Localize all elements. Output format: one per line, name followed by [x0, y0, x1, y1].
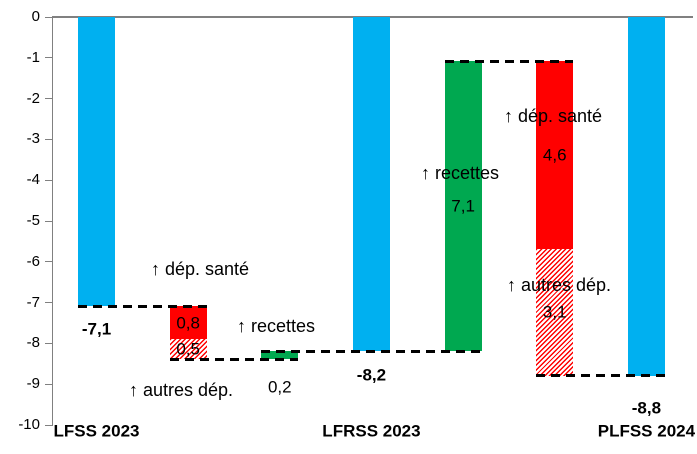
bar-segment-total-blue	[78, 16, 115, 307]
annotation-label: ↑ autres dép.	[506, 275, 612, 295]
connector-dashed-line	[444, 59, 574, 63]
y-axis-tick-label: -1	[26, 48, 40, 66]
bar-segment-total-blue	[627, 16, 665, 376]
y-axis-tick	[45, 16, 52, 18]
y-axis-tick-label: -7	[26, 293, 40, 311]
connector-dashed-line	[169, 357, 299, 361]
y-axis-tick-label: -4	[26, 171, 40, 189]
y-axis-tick-label: -9	[26, 375, 40, 393]
bar-segment-red-solid	[169, 306, 207, 339]
y-axis-tick-label: -2	[26, 89, 40, 107]
y-axis-tick-label: -5	[26, 212, 40, 229]
y-axis-tick-label: 0	[31, 8, 40, 25]
y-axis-tick	[45, 57, 52, 59]
y-axis-tick	[45, 98, 52, 100]
y-axis-tick	[45, 424, 52, 426]
y-axis-tick-label: -6	[26, 252, 40, 270]
annotation-label: ↑ recettes	[236, 316, 316, 336]
y-axis-tick	[45, 261, 52, 263]
bar-segment-red-solid	[536, 61, 574, 250]
total-value-label: -8,2	[356, 365, 387, 385]
annotation-label: ↑ autres dép.	[128, 380, 234, 400]
y-axis-tick	[45, 220, 52, 222]
bar-segment-green	[261, 351, 299, 360]
y-axis-tick	[45, 302, 52, 304]
bar-value-label: 4,6	[542, 145, 567, 165]
bar-segment-red-hatched	[536, 249, 574, 376]
y-axis-tick-label: -10	[18, 416, 40, 433]
bar-value-label: 0,8	[176, 313, 200, 332]
category-label: LFRSS 2023	[322, 421, 421, 441]
bar-segment-total-blue	[352, 16, 390, 352]
category-label: PLFSS 2024	[597, 421, 696, 441]
bar-segment-green	[444, 61, 482, 352]
bar-value-label: 3,1	[542, 302, 567, 322]
annotation-label: ↑ recettes	[420, 163, 500, 183]
connector-dashed-line	[78, 304, 207, 308]
y-axis-line	[52, 15, 53, 426]
y-axis-tick-label: -3	[26, 130, 40, 148]
total-value-label: -7,1	[81, 319, 112, 339]
connector-dashed-line	[536, 374, 665, 378]
bar-value-label: 7,1	[451, 196, 475, 216]
y-axis-tick	[45, 342, 52, 344]
annotation-label: ↑ dép. santé	[150, 259, 250, 279]
y-axis-tick	[45, 179, 52, 181]
bar-segment-red-hatched	[169, 338, 207, 360]
category-label: LFSS 2023	[53, 421, 140, 441]
annotation-label: ↑ dép. santé	[503, 106, 603, 126]
total-value-label: -8,8	[631, 398, 662, 418]
bar-value-label: 0,2	[267, 377, 292, 397]
y-axis-tick	[45, 138, 52, 140]
y-axis-tick	[45, 383, 52, 385]
bar-value-label: 0,5	[176, 339, 200, 359]
connector-dashed-line	[261, 349, 482, 353]
y-axis-tick-label: -8	[26, 334, 40, 352]
